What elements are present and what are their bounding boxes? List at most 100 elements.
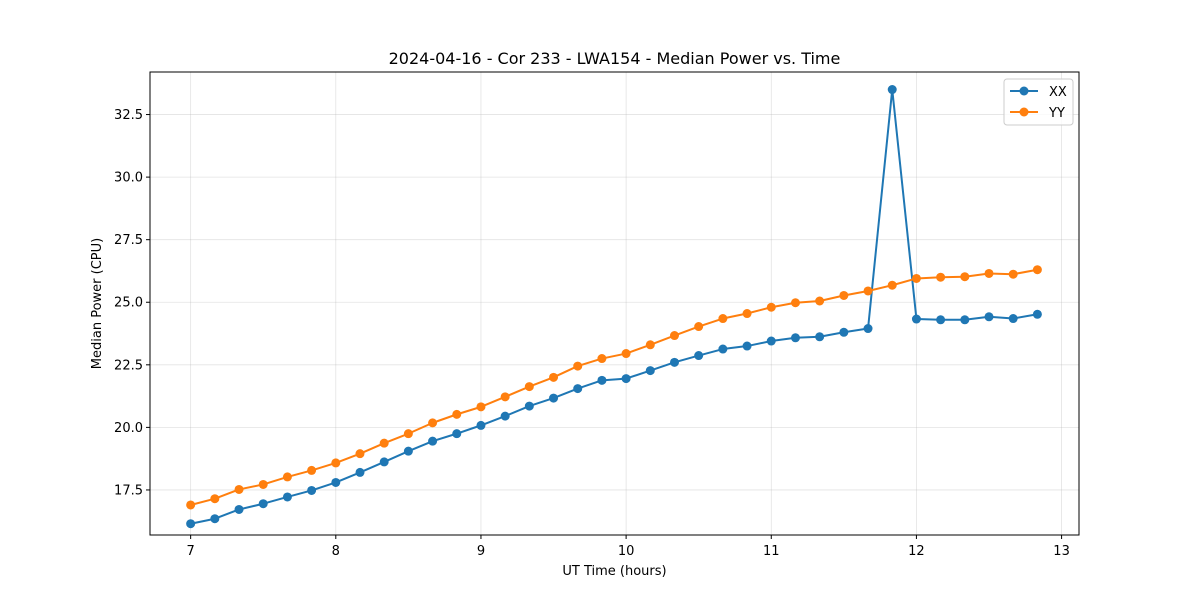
data-point-xx: [936, 315, 946, 325]
series-layer: [186, 85, 1042, 529]
x-tick-label: 9: [477, 544, 485, 559]
grid-layer: [150, 72, 1079, 535]
data-point-xx: [186, 519, 196, 529]
data-point-yy: [379, 438, 389, 448]
data-point-yy: [307, 465, 317, 475]
data-point-yy: [597, 354, 607, 364]
data-point-xx: [282, 492, 292, 502]
data-point-xx: [669, 357, 679, 367]
data-point-xx: [573, 384, 583, 394]
data-point-yy: [742, 309, 752, 319]
data-point-xx: [839, 327, 849, 337]
data-point-yy: [500, 392, 510, 402]
data-point-xx: [960, 315, 970, 325]
data-point-yy: [282, 472, 292, 482]
data-point-yy: [210, 494, 220, 504]
data-point-xx: [307, 485, 317, 495]
data-point-yy: [573, 361, 583, 371]
legend: XX YY: [1003, 78, 1074, 126]
data-point-xx: [597, 375, 607, 385]
data-point-xx: [742, 341, 752, 351]
data-point-yy: [186, 500, 196, 510]
data-point-yy: [428, 418, 438, 428]
data-point-xx: [331, 477, 341, 487]
data-point-xx: [524, 401, 534, 411]
data-point-xx: [621, 374, 631, 384]
y-axis-label: Median Power (CPU): [90, 238, 105, 369]
data-point-xx: [549, 393, 559, 403]
legend-label-xx: XX: [1049, 85, 1067, 100]
data-point-yy: [403, 429, 413, 439]
data-point-yy: [863, 286, 873, 296]
chart-title: 2024-04-16 - Cor 233 - LWA154 - Median P…: [389, 49, 841, 68]
data-point-xx: [815, 332, 825, 342]
data-point-xx: [766, 336, 776, 346]
data-point-xx: [645, 366, 655, 376]
data-point-yy: [960, 272, 970, 282]
data-point-yy: [331, 458, 341, 468]
data-point-xx: [428, 436, 438, 446]
plot-frame: [149, 71, 1080, 536]
series-xx: [186, 85, 1042, 529]
series-line-yy: [190, 268, 1038, 506]
y-tick-label: 30.0: [114, 171, 143, 186]
legend-marker-xx: [1019, 86, 1029, 96]
data-point-yy: [694, 322, 704, 332]
data-point-yy: [355, 449, 365, 459]
data-point-xx: [1008, 314, 1018, 324]
data-point-yy: [936, 272, 946, 282]
data-point-yy: [911, 273, 921, 283]
data-point-yy: [645, 340, 655, 350]
data-point-xx: [500, 411, 510, 421]
x-tick-label: 7: [187, 544, 195, 559]
tick-layer: 7 8 9 10 11 12 13 17.5 20.0 22.5 25.0 27.5 30.0 32.5: [114, 108, 1070, 559]
data-point-yy: [839, 290, 849, 300]
data-point-yy: [234, 484, 244, 494]
y-tick-label: 20.0: [114, 421, 143, 436]
y-tick-label: 27.5: [114, 233, 143, 248]
data-point-xx: [887, 85, 897, 95]
x-tick-label: 13: [1053, 544, 1070, 559]
data-point-yy: [476, 402, 486, 412]
data-point-yy: [790, 298, 800, 308]
data-point-xx: [355, 467, 365, 477]
data-point-xx: [234, 504, 244, 514]
x-tick-label: 8: [332, 544, 340, 559]
x-tick-label: 12: [908, 544, 925, 559]
series-line-xx: [190, 88, 1038, 525]
x-tick-label: 10: [618, 544, 635, 559]
series-yy: [186, 265, 1042, 510]
y-tick-label: 25.0: [114, 296, 143, 311]
data-point-yy: [452, 409, 462, 419]
data-point-xx: [210, 514, 220, 524]
data-point-xx: [790, 333, 800, 343]
data-point-yy: [815, 296, 825, 306]
data-point-yy: [524, 382, 534, 392]
data-point-xx: [403, 446, 413, 456]
data-point-xx: [911, 314, 921, 324]
data-point-yy: [984, 268, 994, 278]
data-point-xx: [863, 324, 873, 334]
data-point-xx: [1032, 309, 1042, 319]
legend-label-yy: YY: [1048, 106, 1065, 121]
data-point-yy: [621, 349, 631, 359]
data-point-yy: [718, 314, 728, 324]
data-point-xx: [984, 312, 994, 322]
x-tick-label: 11: [763, 544, 780, 559]
y-tick-label: 32.5: [114, 108, 143, 123]
data-point-yy: [258, 479, 268, 489]
data-point-xx: [452, 429, 462, 439]
data-point-xx: [694, 351, 704, 361]
legend-marker-yy: [1019, 107, 1029, 117]
data-point-xx: [379, 457, 389, 467]
x-axis-label: UT Time (hours): [562, 564, 666, 579]
y-tick-label: 22.5: [114, 358, 143, 373]
data-point-yy: [549, 372, 559, 382]
data-point-xx: [476, 420, 486, 430]
data-point-yy: [1008, 269, 1018, 279]
data-point-yy: [766, 302, 776, 312]
data-point-xx: [258, 499, 268, 509]
data-point-yy: [1032, 265, 1042, 275]
data-point-yy: [887, 280, 897, 290]
y-tick-label: 17.5: [114, 483, 143, 498]
